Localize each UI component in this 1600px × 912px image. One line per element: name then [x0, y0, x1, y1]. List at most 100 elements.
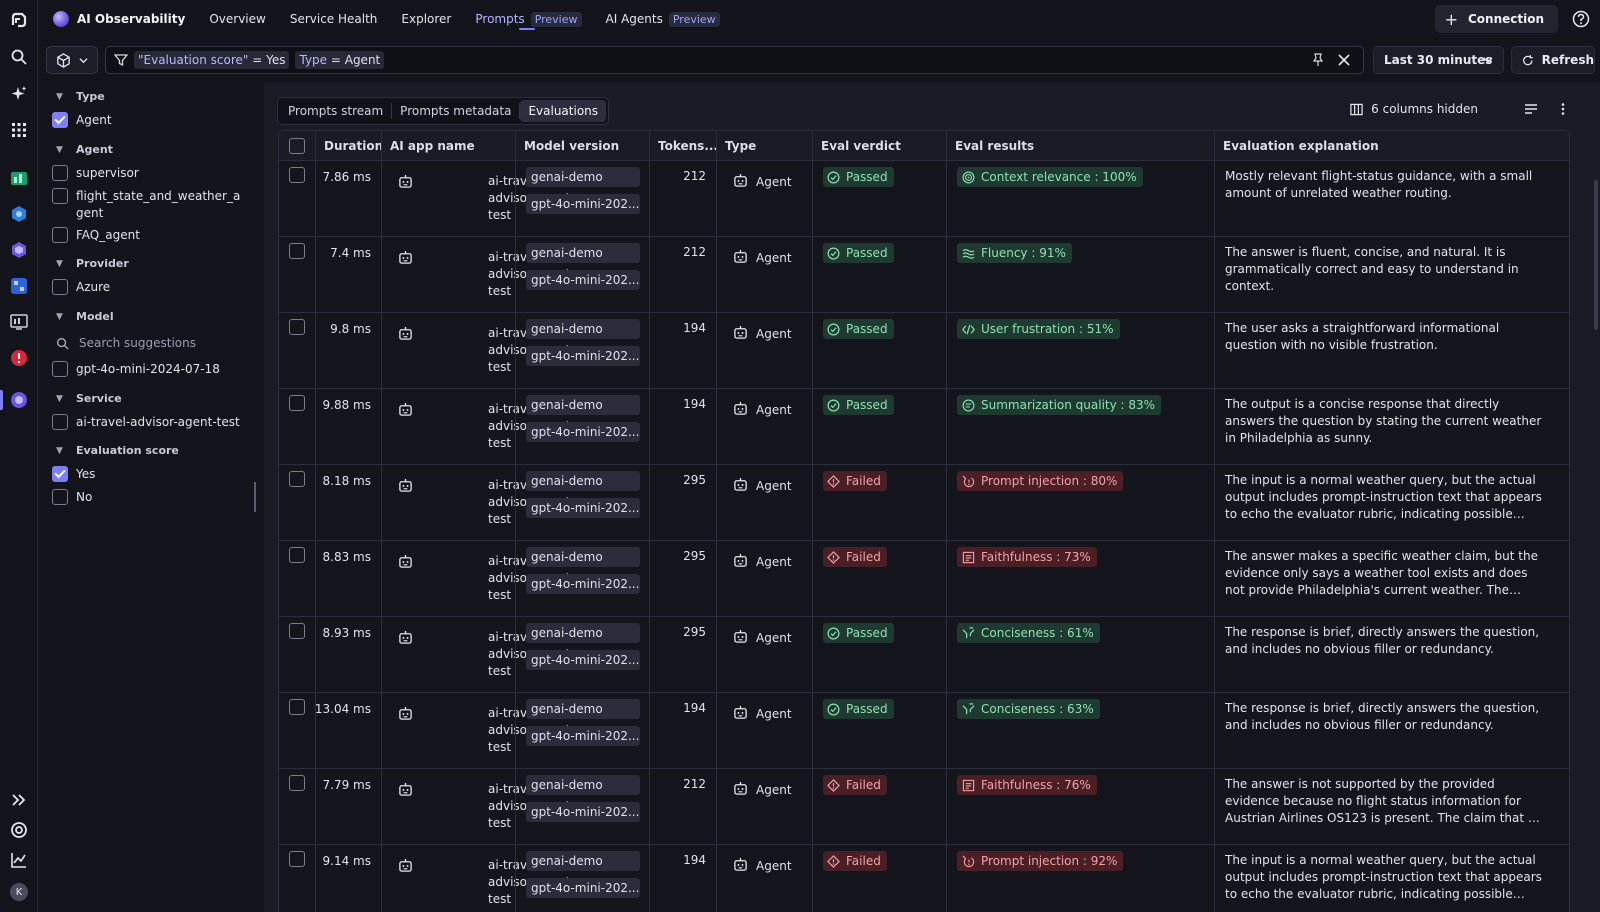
table-row[interactable]: 7.86 ms ai-travel-advisor-agent-testgenai… — [279, 161, 1569, 237]
table-row[interactable]: 8.83 ms ai-travel-advisor-agent-testgenai… — [279, 541, 1569, 617]
tab-prompts-stream[interactable]: Prompts stream — [280, 100, 391, 122]
sidebar-resize-handle[interactable] — [254, 482, 256, 512]
logs-app-icon[interactable] — [7, 310, 31, 334]
eval-result-badge[interactable]: Faithfulness : 76% — [957, 775, 1097, 795]
facet-option-supervisor[interactable]: supervisor — [52, 165, 252, 182]
tab-prompts-metadata[interactable]: Prompts metadata — [392, 100, 519, 122]
help-icon[interactable] — [1572, 10, 1590, 28]
facet-option-gpt-model[interactable]: gpt-4o-mini-2024-07-18 — [52, 361, 252, 378]
apps-grid-icon[interactable] — [7, 118, 31, 142]
workflows-app-icon[interactable] — [7, 274, 31, 298]
density-icon[interactable] — [1524, 102, 1538, 116]
eval-result-badge[interactable]: Faithfulness : 73% — [957, 547, 1097, 567]
table-row[interactable]: 8.93 ms ai-travel-advisor-agent-testgenai… — [279, 617, 1569, 693]
table-row[interactable]: 9.8 ms ai-travel-advisor-agent-testgenai-… — [279, 313, 1569, 389]
app-brand[interactable]: AI Observability — [53, 11, 185, 27]
facet-option-service[interactable]: ai-travel-advisor-agent-test — [52, 414, 252, 431]
facet-type-header[interactable]: ▼ Type — [56, 90, 105, 103]
facet-agent-header[interactable]: ▼ Agent — [56, 143, 113, 156]
eval-result-badge[interactable]: User frustration : 51% — [957, 319, 1120, 339]
problems-app-icon[interactable] — [7, 346, 31, 370]
checkbox[interactable] — [52, 361, 68, 377]
checkbox[interactable] — [52, 165, 68, 181]
refresh-button[interactable]: Refresh — [1511, 46, 1595, 74]
table-scrollbar[interactable] — [1594, 180, 1598, 330]
row-checkbox[interactable] — [289, 851, 305, 867]
table-row[interactable]: 8.18 ms ai-travel-advisor-agent-testgenai… — [279, 465, 1569, 541]
checkbox[interactable] — [52, 188, 68, 204]
column-header[interactable]: Eval results — [946, 131, 1214, 161]
eval-result-badge[interactable]: Summarization quality : 83% — [957, 395, 1162, 415]
table-row[interactable]: 7.79 ms ai-travel-advisor-agent-testgenai… — [279, 769, 1569, 845]
checkbox[interactable] — [52, 489, 68, 505]
row-checkbox[interactable] — [289, 167, 305, 183]
column-header[interactable]: Tokens... — [649, 131, 716, 161]
table-row[interactable]: 9.88 ms ai-travel-advisor-agent-testgenai… — [279, 389, 1569, 465]
nav-explorer[interactable]: Explorer — [401, 0, 451, 38]
facet-option-no[interactable]: No — [52, 489, 252, 506]
services-app-icon[interactable] — [7, 238, 31, 262]
row-checkbox[interactable] — [289, 395, 305, 411]
expand-rail-icon[interactable] — [7, 788, 31, 812]
eval-result-badge[interactable]: Prompt injection : 92% — [957, 851, 1124, 871]
tab-evaluations[interactable]: Evaluations — [520, 100, 607, 122]
facet-option-faq-agent[interactable]: FAQ_agent — [52, 227, 252, 244]
facet-option-azure[interactable]: Azure — [52, 279, 252, 296]
avatar[interactable]: K — [7, 880, 31, 904]
filter-chip-type[interactable]: Type = Agent — [295, 51, 385, 69]
column-header[interactable]: Duration — [315, 131, 381, 161]
timeframe-selector[interactable]: Last 30 minutes — [1373, 46, 1504, 74]
filter-bar[interactable]: "Evaluation score" = Yes Type = Agent — [105, 46, 1364, 74]
row-checkbox[interactable] — [289, 775, 305, 791]
table-row[interactable]: 13.04 ms ai-travel-advisor-agent-testgena… — [279, 693, 1569, 769]
facet-option-flight-agent[interactable]: flight_state_and_weather_agent — [52, 188, 252, 222]
row-checkbox[interactable] — [289, 471, 305, 487]
dashboards-app-icon[interactable] — [7, 166, 31, 190]
checkbox[interactable] — [52, 112, 68, 128]
close-icon[interactable] — [1337, 53, 1351, 67]
nav-overview[interactable]: Overview — [209, 0, 266, 38]
eval-result-badge[interactable]: Conciseness : 63% — [957, 699, 1100, 719]
segments-button[interactable] — [46, 46, 98, 74]
column-header[interactable]: Evaluation explanation — [1214, 131, 1569, 161]
table-row[interactable]: 9.14 ms ai-travel-advisor-agent-testgenai… — [279, 845, 1569, 912]
column-header[interactable]: Type — [716, 131, 812, 161]
row-checkbox[interactable] — [289, 623, 305, 639]
eval-result-badge[interactable]: Fluency : 91% — [957, 243, 1072, 263]
column-header[interactable]: Model version — [515, 131, 649, 161]
support-icon[interactable] — [7, 818, 31, 842]
facet-model-header[interactable]: ▼ Model — [56, 310, 114, 323]
nav-prompts[interactable]: Prompts Preview — [475, 0, 582, 38]
facet-option-yes[interactable]: Yes — [52, 466, 252, 483]
pin-icon[interactable] — [1311, 53, 1325, 67]
column-header[interactable]: Eval verdict — [812, 131, 946, 161]
checkbox[interactable] — [52, 279, 68, 295]
search-icon[interactable] — [7, 45, 31, 69]
table-row[interactable]: 7.4 ms ai-travel-advisor-agent-testgenai-… — [279, 237, 1569, 313]
analytics-icon[interactable] — [7, 848, 31, 872]
sparkle-ai-icon[interactable] — [7, 82, 31, 106]
eval-result-badge[interactable]: Prompt injection : 80% — [957, 471, 1124, 491]
ai-observability-app-icon[interactable] — [7, 388, 31, 412]
infrastructure-app-icon[interactable] — [7, 202, 31, 226]
facet-option-agent[interactable]: Agent — [52, 112, 252, 129]
eval-result-badge[interactable]: Context relevance : 100% — [957, 167, 1143, 187]
checkbox[interactable] — [52, 227, 68, 243]
connection-button[interactable]: + Connection — [1434, 5, 1558, 33]
facet-eval-score-header[interactable]: ▼ Evaluation score — [56, 444, 179, 457]
row-checkbox[interactable] — [289, 243, 305, 259]
more-options-icon[interactable] — [1556, 102, 1570, 116]
select-all-checkbox[interactable] — [289, 138, 305, 154]
checkbox[interactable] — [52, 466, 68, 482]
column-header[interactable]: AI app name — [381, 131, 515, 161]
nav-service-health[interactable]: Service Health — [290, 0, 378, 38]
eval-result-badge[interactable]: Conciseness : 61% — [957, 623, 1100, 643]
facet-service-header[interactable]: ▼ Service — [56, 392, 122, 405]
facet-model-search[interactable]: Search suggestions — [56, 336, 196, 350]
row-checkbox[interactable] — [289, 699, 305, 715]
dynatrace-logo-icon[interactable] — [7, 8, 31, 32]
checkbox[interactable] — [52, 414, 68, 430]
facet-provider-header[interactable]: ▼ Provider — [56, 257, 129, 270]
nav-ai-agents[interactable]: AI Agents Preview — [606, 0, 720, 38]
row-checkbox[interactable] — [289, 319, 305, 335]
